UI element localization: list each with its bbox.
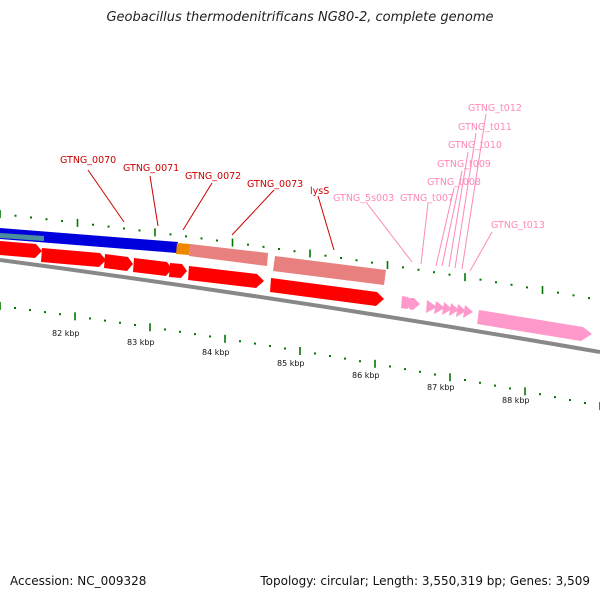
scale-label: 87 kbp — [427, 383, 455, 392]
gene-label[interactable]: GTNG_t012 — [468, 103, 522, 114]
cds-arrow[interactable] — [41, 248, 106, 267]
gene-block-orange[interactable] — [176, 243, 190, 255]
rna-arrow[interactable] — [434, 301, 445, 314]
rna-arrow[interactable] — [426, 300, 437, 313]
gene-label[interactable]: GTNG_0071 — [123, 163, 179, 174]
gene-track-upper — [0, 228, 386, 285]
cds-arrow[interactable] — [270, 278, 384, 306]
gene-labels: GTNG_0070 GTNG_0071 GTNG_0072 GTNG_0073 … — [60, 103, 545, 231]
rna-arrow[interactable] — [463, 305, 473, 318]
gene-label[interactable]: GTNG_t007 — [400, 193, 454, 204]
scale-labels: 82 kbp 83 kbp 84 kbp 85 kbp 86 kbp 87 kb… — [52, 329, 530, 405]
label-leader-lines — [87, 113, 493, 272]
rna-arrow[interactable] — [456, 304, 466, 317]
gene-label[interactable]: GTNG_0072 — [185, 171, 241, 182]
genome-backbone — [0, 258, 600, 354]
cds-arrow[interactable] — [169, 263, 187, 278]
scale-label: 82 kbp — [52, 329, 80, 338]
cds-arrow[interactable] — [133, 258, 172, 276]
gene-block-salmon-2[interactable] — [273, 256, 386, 285]
topology-text: Topology: circular; Length: 3,550,319 bp… — [260, 574, 590, 588]
gene-label[interactable]: GTNG_t013 — [491, 220, 545, 231]
scale-tick-ring — [0, 302, 600, 410]
cds-arrow[interactable] — [188, 266, 264, 288]
gene-label[interactable]: GTNG_5s003 — [333, 193, 394, 204]
rna-arrow[interactable] — [449, 303, 459, 316]
gene-block-teal[interactable] — [0, 233, 44, 241]
scale-label: 85 kbp — [277, 359, 305, 368]
cds-arrow[interactable] — [104, 254, 133, 271]
gene-label[interactable]: GTNG_t009 — [437, 159, 491, 170]
gene-label[interactable]: GTNG_t008 — [427, 177, 481, 188]
scale-label: 84 kbp — [202, 348, 230, 357]
cds-arrow[interactable] — [0, 241, 42, 258]
map-title: Geobacillus thermodenitrificans NG80-2, … — [106, 10, 494, 25]
rna-arrow[interactable] — [409, 298, 420, 310]
gene-track-lower — [0, 241, 384, 306]
gene-label[interactable]: GTNG_t010 — [448, 140, 502, 151]
scale-label: 86 kbp — [352, 371, 380, 380]
accession-text: Accession: NC_009328 — [10, 574, 147, 588]
scale-label: 88 kbp — [502, 396, 530, 405]
gene-label[interactable]: GTNG_0073 — [247, 179, 303, 190]
rna-arrow[interactable] — [442, 302, 452, 315]
gene-label[interactable]: GTNG_0070 — [60, 155, 116, 166]
rna-track — [401, 296, 592, 341]
gene-label[interactable]: GTNG_t011 — [458, 122, 512, 133]
gene-label[interactable]: lysS — [310, 186, 329, 197]
gene-block-blue[interactable] — [0, 228, 178, 253]
gene-block-salmon-1[interactable] — [189, 244, 268, 266]
rna-arrow[interactable] — [477, 310, 592, 341]
scale-label: 83 kbp — [127, 338, 155, 347]
outer-tick-ring — [0, 210, 590, 300]
